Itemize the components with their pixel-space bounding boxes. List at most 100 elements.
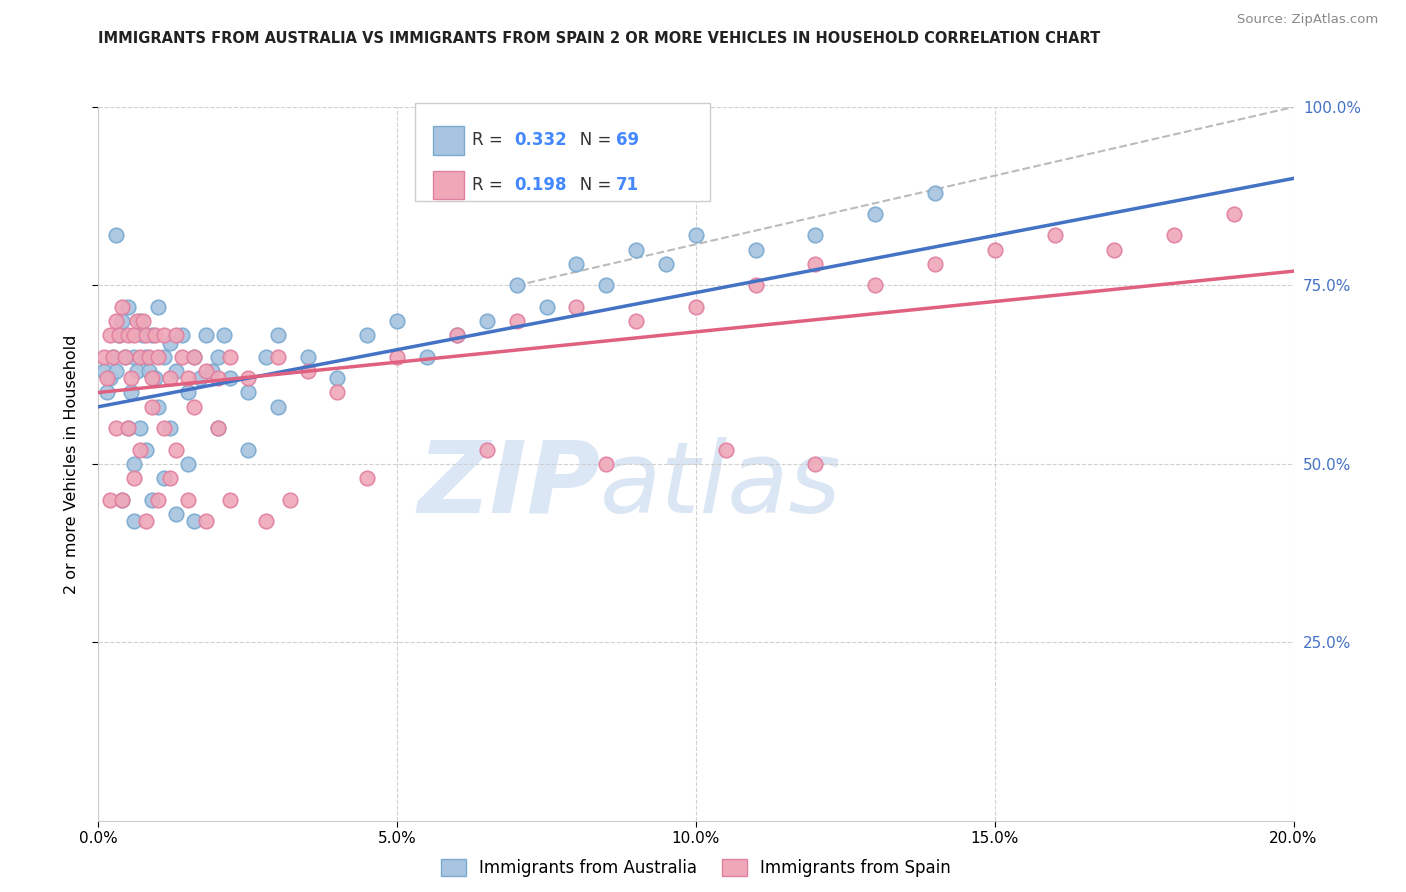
- Point: [595, 457, 617, 471]
- Point: [124, 514, 146, 528]
- Point: [165, 328, 187, 343]
- Point: [141, 400, 163, 414]
- Y-axis label: 2 or more Vehicles in Household: 2 or more Vehicles in Household: [65, 334, 79, 593]
- Point: [626, 314, 648, 328]
- Point: [100, 328, 122, 343]
- Point: [714, 442, 737, 457]
- Point: [219, 492, 242, 507]
- Point: [105, 364, 128, 378]
- Point: [124, 328, 146, 343]
- Point: [127, 364, 149, 378]
- Point: [219, 371, 242, 385]
- Point: [183, 400, 205, 414]
- Point: [685, 228, 707, 243]
- Text: N =: N =: [564, 176, 616, 194]
- Point: [356, 471, 378, 485]
- Point: [177, 492, 200, 507]
- Point: [120, 385, 142, 400]
- Point: [267, 328, 290, 343]
- Point: [172, 350, 194, 364]
- Text: atlas: atlas: [600, 437, 842, 533]
- Point: [111, 300, 134, 314]
- Point: [129, 442, 152, 457]
- Text: 71: 71: [616, 176, 638, 194]
- Point: [153, 471, 176, 485]
- Point: [135, 514, 157, 528]
- Point: [195, 514, 218, 528]
- Point: [108, 328, 131, 343]
- Point: [177, 371, 200, 385]
- Point: [105, 314, 128, 328]
- Point: [626, 243, 648, 257]
- Text: 0.198: 0.198: [515, 176, 567, 194]
- Point: [127, 314, 149, 328]
- Point: [475, 314, 498, 328]
- Point: [124, 350, 146, 364]
- Point: [685, 300, 707, 314]
- Point: [183, 350, 205, 364]
- Point: [148, 350, 170, 364]
- Point: [254, 514, 277, 528]
- Point: [207, 350, 229, 364]
- Point: [326, 385, 349, 400]
- Point: [212, 328, 235, 343]
- Point: [236, 442, 259, 457]
- Point: [195, 328, 218, 343]
- Point: [129, 314, 152, 328]
- Point: [385, 314, 409, 328]
- Point: [267, 400, 290, 414]
- Point: [159, 335, 181, 350]
- Point: [111, 492, 134, 507]
- Point: [148, 492, 170, 507]
- Point: [138, 350, 160, 364]
- Text: N =: N =: [564, 131, 616, 150]
- Point: [863, 278, 887, 293]
- Text: IMMIGRANTS FROM AUSTRALIA VS IMMIGRANTS FROM SPAIN 2 OR MORE VEHICLES IN HOUSEHO: IMMIGRANTS FROM AUSTRALIA VS IMMIGRANTS …: [98, 31, 1101, 46]
- Point: [132, 314, 155, 328]
- Point: [153, 350, 176, 364]
- Text: 69: 69: [616, 131, 638, 150]
- Point: [141, 492, 163, 507]
- Point: [536, 300, 558, 314]
- Point: [506, 314, 529, 328]
- Point: [183, 350, 205, 364]
- Point: [188, 371, 211, 385]
- Point: [159, 471, 181, 485]
- Text: R =: R =: [472, 131, 509, 150]
- Point: [143, 371, 166, 385]
- Point: [165, 442, 187, 457]
- Point: [207, 421, 229, 435]
- Point: [141, 371, 163, 385]
- Point: [129, 350, 152, 364]
- Point: [172, 328, 194, 343]
- Point: [138, 364, 160, 378]
- Point: [219, 350, 242, 364]
- Point: [159, 371, 181, 385]
- Point: [745, 243, 768, 257]
- Point: [108, 328, 131, 343]
- Point: [132, 328, 155, 343]
- Point: [114, 350, 136, 364]
- Point: [177, 457, 200, 471]
- Point: [165, 364, 187, 378]
- Point: [267, 350, 290, 364]
- Point: [201, 364, 224, 378]
- Point: [105, 421, 128, 435]
- Point: [93, 364, 115, 378]
- Text: ZIP: ZIP: [418, 437, 600, 533]
- Point: [278, 492, 301, 507]
- Point: [124, 457, 146, 471]
- Point: [111, 314, 134, 328]
- Point: [117, 328, 139, 343]
- Point: [117, 421, 139, 435]
- Point: [195, 364, 218, 378]
- Point: [446, 328, 468, 343]
- Point: [297, 350, 319, 364]
- Point: [804, 257, 827, 271]
- Point: [506, 278, 529, 293]
- Point: [114, 350, 136, 364]
- Point: [96, 371, 118, 385]
- Point: [103, 350, 125, 364]
- Point: [356, 328, 378, 343]
- Point: [124, 471, 146, 485]
